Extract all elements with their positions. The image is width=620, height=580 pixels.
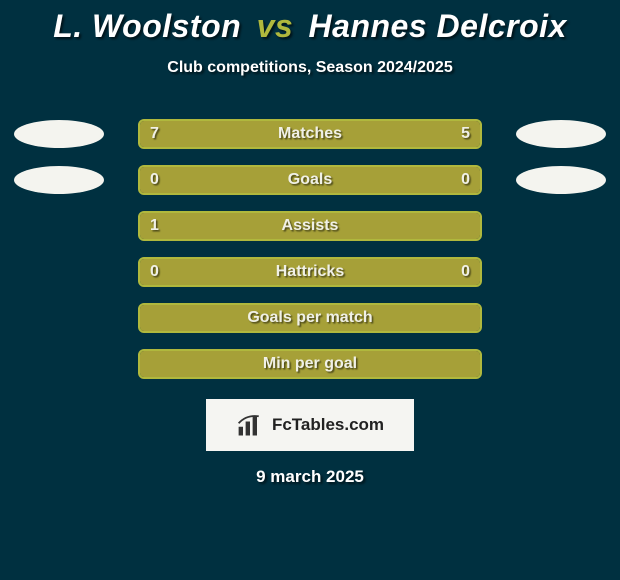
stat-row: 00Goals	[0, 157, 620, 203]
stat-row: Goals per match	[0, 295, 620, 341]
stat-bar-fill-left	[140, 167, 310, 193]
stat-bar-fill-right	[310, 259, 480, 285]
stat-bar-fill-left	[140, 351, 480, 377]
player2-logo-placeholder	[516, 166, 606, 194]
title: L. Woolston vs Hannes Delcroix	[0, 8, 620, 45]
stat-bar-fill-left	[140, 305, 480, 331]
stat-bar: Goals per match	[138, 303, 482, 333]
title-player2: Hannes Delcroix	[309, 8, 567, 44]
stat-bar: 00Hattricks	[138, 257, 482, 287]
stat-row: Min per goal	[0, 341, 620, 387]
stat-value-left: 7	[150, 125, 159, 143]
stat-bar-fill-left	[140, 213, 480, 239]
stat-bar: Min per goal	[138, 349, 482, 379]
subtitle: Club competitions, Season 2024/2025	[0, 59, 620, 77]
player1-logo-placeholder	[14, 120, 104, 148]
stat-bar: 00Goals	[138, 165, 482, 195]
title-player1: L. Woolston	[53, 8, 241, 44]
stat-bar-fill-right	[310, 167, 480, 193]
brand-logo-text: FcTables.com	[272, 415, 384, 435]
stat-value-right: 0	[461, 171, 470, 189]
stat-bar: 75Matches	[138, 119, 482, 149]
comparison-infographic: L. Woolston vs Hannes Delcroix Club comp…	[0, 0, 620, 580]
stat-value-right: 0	[461, 263, 470, 281]
player1-logo-placeholder	[14, 166, 104, 194]
stat-bar-fill-left	[140, 121, 338, 147]
stat-bar-fill-right	[338, 121, 480, 147]
stat-value-left: 1	[150, 217, 159, 235]
stat-value-left: 0	[150, 171, 159, 189]
title-vs: vs	[257, 8, 294, 44]
stat-rows: 75Matches00Goals1Assists00HattricksGoals…	[0, 111, 620, 387]
stat-value-left: 0	[150, 263, 159, 281]
chart-icon	[236, 411, 264, 439]
stat-row: 1Assists	[0, 203, 620, 249]
brand-logo: FcTables.com	[206, 399, 414, 451]
stat-bar: 1Assists	[138, 211, 482, 241]
stat-value-right: 5	[461, 125, 470, 143]
stat-row: 00Hattricks	[0, 249, 620, 295]
stat-bar-fill-left	[140, 259, 310, 285]
stat-row: 75Matches	[0, 111, 620, 157]
footer-date: 9 march 2025	[0, 467, 620, 487]
player2-logo-placeholder	[516, 120, 606, 148]
